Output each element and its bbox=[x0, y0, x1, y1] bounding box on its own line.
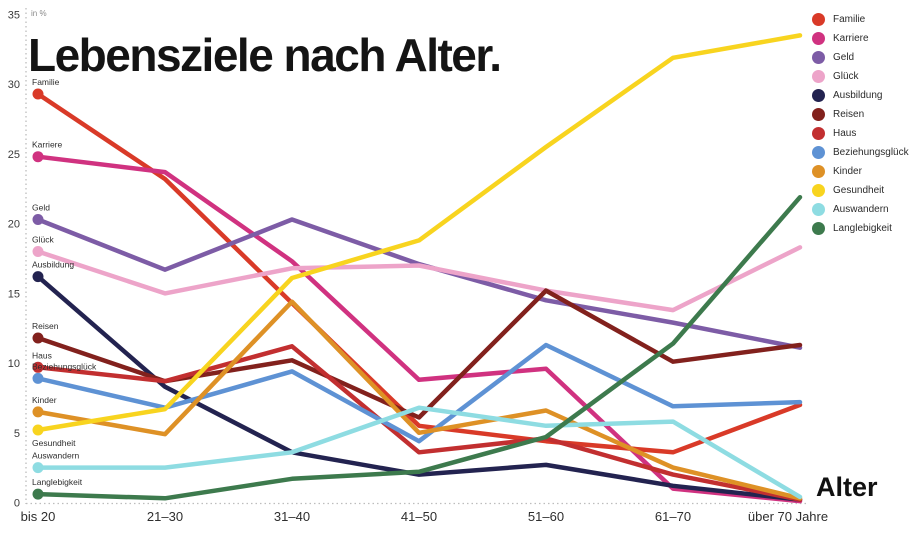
legend-label: Karriere bbox=[833, 33, 869, 44]
legend-label: Haus bbox=[833, 128, 857, 139]
series-start-label-kinder: Kinder bbox=[32, 395, 57, 405]
x-axis-title: Alter bbox=[816, 472, 878, 502]
y-tick-label: 15 bbox=[8, 288, 20, 300]
series-line-karriere bbox=[35, 154, 803, 504]
x-tick-label: 61–70 bbox=[655, 509, 691, 524]
legend-label: Familie bbox=[833, 14, 866, 25]
legend-dot-gesundheit bbox=[812, 184, 825, 197]
series-start-label-familie: Familie bbox=[32, 77, 60, 87]
legend-dot-auswandern bbox=[812, 203, 825, 216]
series-start-label-gesundheit: Gesundheit bbox=[32, 438, 76, 448]
x-tick-label: 31–40 bbox=[274, 509, 310, 524]
legend-item-geld: Geld bbox=[812, 51, 909, 64]
legend-label: Auswandern bbox=[833, 204, 889, 215]
series-start-label-reisen: Reisen bbox=[32, 321, 59, 331]
x-tick-label: bis 20 bbox=[21, 509, 56, 524]
series-start-dot-langlebigkeit bbox=[32, 488, 44, 500]
legend-dot-karriere bbox=[812, 32, 825, 45]
series-start-dot-geld bbox=[32, 214, 44, 225]
y-tick-label: 5 bbox=[14, 428, 20, 440]
series-line-langlebigkeit bbox=[35, 194, 803, 501]
x-tick-label: 41–50 bbox=[401, 509, 437, 524]
legend-item-glueck: Glück bbox=[812, 70, 909, 83]
series-start-dot-ausbildung bbox=[32, 271, 44, 283]
series-line-haus bbox=[35, 344, 803, 502]
x-tick-label: 21–30 bbox=[147, 509, 183, 524]
series-start-label-ausbildung: Ausbildung bbox=[32, 260, 74, 270]
legend-item-familie: Familie bbox=[812, 13, 909, 26]
x-tick-label: 51–60 bbox=[528, 509, 564, 524]
series-start-dot-reisen bbox=[32, 332, 44, 344]
y-tick-label: 20 bbox=[8, 219, 20, 231]
legend-dot-geld bbox=[812, 51, 825, 64]
series-start-label-glueck: Glück bbox=[32, 235, 54, 245]
series-line-glueck bbox=[35, 245, 803, 313]
legend-label: Beziehungsglück bbox=[833, 147, 909, 158]
unit-label: in % bbox=[31, 9, 47, 18]
legend-label: Geld bbox=[833, 52, 855, 63]
series-start-dot-glueck bbox=[32, 246, 44, 257]
legend-label: Gesundheit bbox=[833, 185, 885, 196]
legend-dot-langlebigkeit bbox=[812, 222, 825, 235]
series-start-label-karriere: Karriere bbox=[32, 140, 63, 150]
legend-label: Ausbildung bbox=[833, 90, 883, 101]
series-start-dot-auswandern bbox=[32, 462, 44, 474]
legend: Familie Karriere Geld Glück Ausbildung Reisen… bbox=[812, 13, 909, 235]
y-tick-label: 0 bbox=[14, 498, 20, 510]
legend-label: Langlebigkeit bbox=[833, 223, 892, 234]
legend-dot-kinder bbox=[812, 165, 825, 178]
series-start-dot-kinder bbox=[32, 406, 44, 418]
legend-item-haus: Haus bbox=[812, 127, 909, 140]
series-start-dot-familie bbox=[32, 88, 44, 100]
legend-item-karriere: Karriere bbox=[812, 32, 909, 45]
x-tick-label: über 70 Jahre bbox=[748, 509, 828, 524]
series-start-dot-karriere bbox=[32, 151, 44, 163]
series-line-reisen bbox=[35, 288, 803, 420]
series-start-dot-haus bbox=[32, 361, 44, 373]
series-line-auswandern bbox=[35, 405, 803, 500]
legend-item-auswandern: Auswandern bbox=[812, 203, 909, 216]
series-start-label-auswandern: Auswandern bbox=[32, 451, 80, 461]
series-line-ausbildung bbox=[35, 274, 803, 502]
series-start-label-haus: Haus bbox=[32, 350, 52, 360]
legend-label: Glück bbox=[833, 71, 859, 82]
series-line-gesundheit bbox=[35, 33, 803, 433]
series-line-kinder bbox=[35, 299, 803, 501]
legend-item-kinder: Kinder bbox=[812, 165, 909, 178]
legend-item-langlebigkeit: Langlebigkeit bbox=[812, 222, 909, 235]
legend-item-ausbildung: Ausbildung bbox=[812, 89, 909, 102]
series-start-label-beziehungsglueck: Beziehungsglück bbox=[32, 361, 97, 371]
legend-dot-familie bbox=[812, 13, 825, 26]
legend-item-beziehungsglueck: Beziehungsglück bbox=[812, 146, 909, 159]
page-title: Lebensziele nach Alter. bbox=[28, 29, 502, 81]
y-tick-label: 30 bbox=[8, 79, 20, 91]
y-tick-label: 35 bbox=[8, 10, 20, 22]
legend-label: Reisen bbox=[833, 109, 865, 120]
series-line-familie bbox=[35, 91, 803, 455]
series-start-label-langlebigkeit: Langlebigkeit bbox=[32, 477, 83, 487]
y-tick-label: 10 bbox=[8, 358, 20, 370]
series-start-dot-beziehungsglueck bbox=[32, 372, 44, 384]
legend-dot-glueck bbox=[812, 70, 825, 83]
legend-item-reisen: Reisen bbox=[812, 108, 909, 121]
series-start-label-geld: Geld bbox=[32, 203, 50, 213]
legend-item-gesundheit: Gesundheit bbox=[812, 184, 909, 197]
legend-dot-reisen bbox=[812, 108, 825, 121]
y-tick-label: 25 bbox=[8, 149, 20, 161]
series-start-dot-gesundheit bbox=[32, 424, 44, 436]
legend-dot-ausbildung bbox=[812, 89, 825, 102]
legend-dot-beziehungsglueck bbox=[812, 146, 825, 159]
legend-label: Kinder bbox=[833, 166, 862, 177]
legend-dot-haus bbox=[812, 127, 825, 140]
